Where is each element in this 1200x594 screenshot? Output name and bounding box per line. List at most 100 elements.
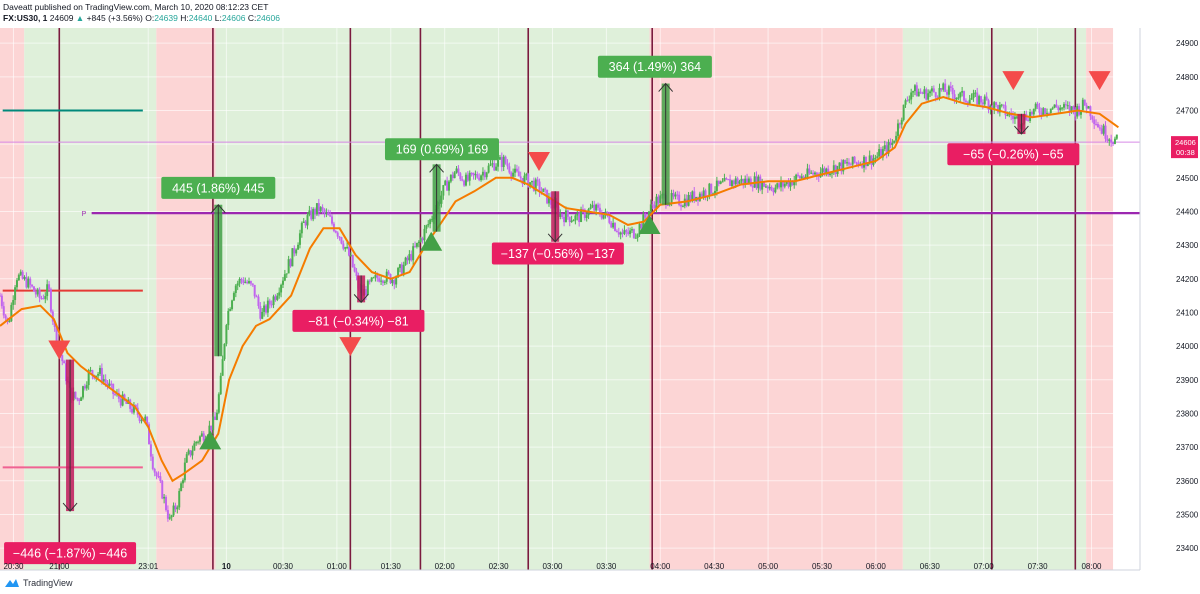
candle-body bbox=[497, 159, 500, 167]
candle-body bbox=[185, 454, 188, 463]
time-tick-9: 03:00 bbox=[542, 562, 563, 571]
candle-body bbox=[930, 88, 933, 92]
candle-body bbox=[355, 271, 358, 277]
candle-body bbox=[78, 399, 81, 401]
candle-body bbox=[29, 278, 32, 285]
candle-body bbox=[944, 83, 947, 92]
candle-body bbox=[244, 281, 247, 283]
candle-body bbox=[591, 204, 594, 208]
candle-body bbox=[955, 97, 958, 100]
candle-body bbox=[381, 280, 384, 283]
candle-body bbox=[165, 496, 168, 511]
candle-body bbox=[700, 193, 703, 197]
candle-body bbox=[325, 212, 328, 214]
price-tick-4: 23800 bbox=[1176, 409, 1199, 418]
symbol-name[interactable]: FX:US30, 1 bbox=[3, 13, 48, 23]
candle-body bbox=[655, 196, 658, 209]
candle-body bbox=[168, 517, 171, 519]
candle-body bbox=[638, 224, 641, 235]
candle-body bbox=[896, 123, 899, 136]
candle-body bbox=[906, 100, 909, 102]
candle-body bbox=[740, 178, 743, 182]
candle-body bbox=[776, 183, 779, 188]
candle-body bbox=[770, 187, 773, 191]
candle-body bbox=[372, 277, 375, 279]
candle-body bbox=[329, 215, 332, 217]
candle-body bbox=[855, 162, 858, 164]
candle-body bbox=[878, 149, 881, 157]
candle-body bbox=[615, 230, 618, 233]
candle-body bbox=[55, 327, 58, 350]
candle-body bbox=[51, 311, 54, 322]
candle-body bbox=[715, 180, 718, 191]
candle-body bbox=[957, 97, 960, 99]
candle-body bbox=[506, 163, 509, 167]
move-arrowhead-5 bbox=[658, 82, 674, 92]
candle-body bbox=[802, 176, 805, 178]
time-tick-15: 06:00 bbox=[866, 562, 887, 571]
candle-body bbox=[180, 483, 183, 491]
candle-body bbox=[134, 405, 137, 408]
candle-body bbox=[800, 176, 803, 179]
candle-body bbox=[340, 237, 343, 244]
candle-body bbox=[721, 181, 724, 183]
candle-body bbox=[708, 183, 711, 197]
candle-body bbox=[979, 96, 982, 103]
candle-body bbox=[600, 214, 603, 219]
candle-body bbox=[1032, 108, 1035, 115]
candle-body bbox=[868, 155, 871, 163]
candle-body bbox=[417, 241, 420, 243]
price-tick-1: 23500 bbox=[1176, 510, 1199, 519]
candle-body bbox=[815, 172, 818, 176]
candle-body bbox=[100, 367, 103, 382]
candle-body bbox=[110, 383, 113, 385]
candle-body bbox=[795, 174, 798, 181]
candle-body bbox=[568, 216, 571, 223]
up-triangle-icon: ▲ bbox=[75, 13, 85, 23]
candle-body bbox=[680, 205, 683, 207]
candle-body bbox=[1013, 116, 1016, 120]
candle-body bbox=[1015, 116, 1018, 118]
candle-body bbox=[917, 91, 920, 97]
candle-body bbox=[176, 507, 179, 510]
candle-body bbox=[838, 162, 841, 167]
candle-body bbox=[1055, 104, 1058, 108]
candle-body bbox=[580, 209, 583, 223]
candle-body bbox=[274, 296, 277, 300]
candle-body bbox=[1102, 125, 1105, 134]
candle-body bbox=[1074, 109, 1077, 117]
candle-body bbox=[925, 89, 928, 100]
candle-body bbox=[893, 140, 896, 143]
candle-body bbox=[887, 142, 890, 154]
time-tick-2: 23:01 bbox=[138, 562, 159, 571]
candle-body bbox=[927, 93, 930, 100]
candle-body bbox=[429, 219, 432, 225]
candle-body bbox=[885, 145, 888, 154]
candle-body bbox=[751, 186, 754, 188]
time-tick-19: 08:00 bbox=[1081, 562, 1102, 571]
candle-body bbox=[457, 168, 460, 174]
candle-body bbox=[772, 190, 775, 193]
candle-body bbox=[31, 284, 34, 287]
candle-body bbox=[676, 194, 679, 196]
candle-body bbox=[468, 172, 471, 181]
candle-body bbox=[461, 179, 464, 181]
candle-body bbox=[857, 162, 860, 166]
candle-body bbox=[342, 243, 345, 249]
tradingview-logo[interactable]: TradingView bbox=[4, 578, 73, 588]
sell-signal-triangle-3 bbox=[1002, 71, 1025, 91]
candle-body bbox=[368, 280, 371, 282]
candle-body bbox=[102, 379, 105, 382]
candle-body bbox=[265, 305, 267, 313]
candle-body bbox=[114, 394, 117, 396]
price-chart[interactable]: P −446 (−1.87%) −446 445 (1.86%) 445 −81 (−… bbox=[0, 0, 1200, 578]
candle-body bbox=[42, 298, 45, 300]
candle-body bbox=[219, 375, 222, 395]
candle-body bbox=[304, 221, 307, 226]
candle-body bbox=[793, 180, 796, 186]
zone-green-3 bbox=[215, 28, 650, 570]
candle-body bbox=[953, 94, 956, 100]
candle-body bbox=[847, 162, 850, 165]
candle-body bbox=[455, 168, 458, 173]
candle-body bbox=[308, 210, 311, 216]
